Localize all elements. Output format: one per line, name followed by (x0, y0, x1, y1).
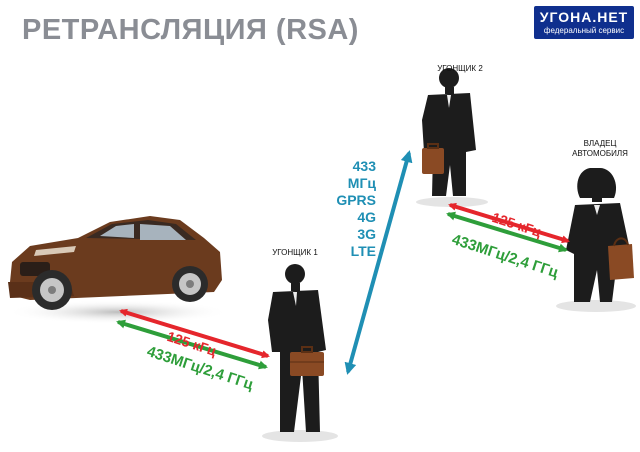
handbag-icon (608, 237, 634, 280)
relay-channel-labels: 433 МГц GPRS 4G 3G LTE (328, 158, 376, 260)
owner-label: ВЛАДЕЦ АВТОМОБИЛЯ (560, 139, 640, 159)
thief-2-label: УГОНЩИК 2 (437, 64, 483, 73)
logo-name: УГОНА.НЕТ (539, 9, 629, 25)
relay-label: LTE (350, 243, 376, 259)
owner-label-line2: АВТОМОБИЛЯ (572, 149, 628, 158)
relay-label: 3G (357, 226, 376, 242)
relay-label: GPRS (336, 192, 376, 208)
thief-1-label: УГОНЩИК 1 (272, 248, 318, 257)
briefcase-icon (422, 143, 444, 174)
owner-label-line1: ВЛАДЕЦ (583, 139, 617, 148)
thief-2-silhouette (416, 68, 488, 207)
logo-subtitle: федеральный сервис (543, 26, 625, 35)
right-433mhz-arrow (446, 211, 568, 253)
relay-label: 4G (357, 209, 376, 225)
brand-logo: УГОНА.НЕТ федеральный сервис (534, 6, 634, 39)
car-illustration (6, 216, 230, 324)
relay-label: 433 МГц (347, 158, 376, 191)
briefcase-icon (290, 346, 324, 376)
left-433mhz-arrow (116, 319, 268, 370)
relay-arrow (344, 150, 413, 375)
slide-title: РЕТРАНСЛЯЦИЯ (RSA) (22, 14, 359, 46)
